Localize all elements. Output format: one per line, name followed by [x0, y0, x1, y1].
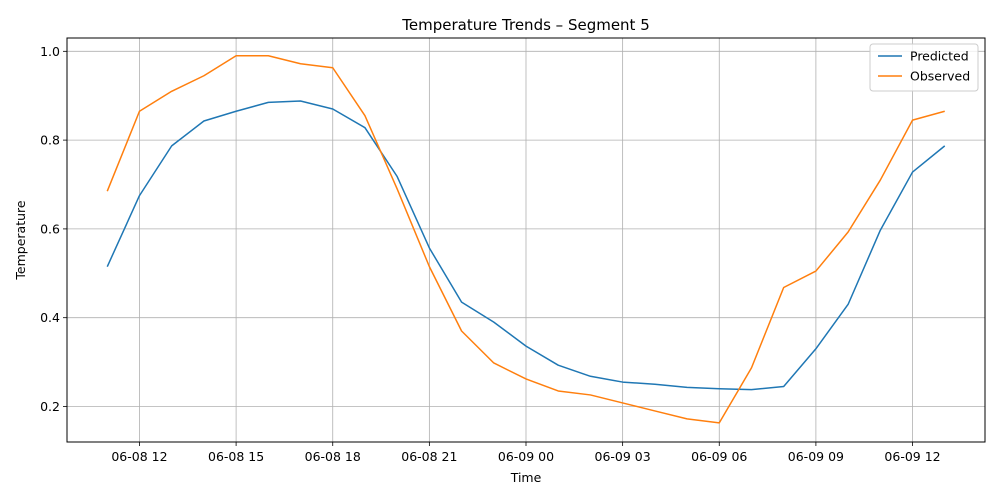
y-tick-label: 0.4: [40, 310, 60, 325]
x-axis: 06-08 12 06-08 15 06-08 18 06-08 21 06-09 00…: [111, 442, 941, 464]
x-tick-label: 06-09 03: [595, 449, 651, 464]
y-axis-label: Temperature: [13, 200, 28, 280]
x-tick-label: 06-09 00: [498, 449, 554, 464]
y-tick-label: 0.6: [40, 221, 60, 236]
x-tick-label: 06-09 09: [788, 449, 844, 464]
legend: Predicted Observed: [869, 43, 979, 92]
y-tick-label: 1.0: [40, 44, 60, 59]
y-tick-label: 0.2: [40, 399, 60, 414]
x-axis-label: Time: [510, 470, 542, 485]
x-tick-label: 06-08 18: [305, 449, 361, 464]
y-axis: 0.2 0.4 0.6 0.8 1.0: [40, 44, 67, 414]
x-tick-label: 06-09 06: [691, 449, 747, 464]
x-tick-label: 06-08 21: [401, 449, 457, 464]
x-tick-label: 06-08 12: [111, 449, 167, 464]
chart-title: Temperature Trends – Segment 5: [401, 16, 650, 34]
legend-label-observed: Observed: [910, 69, 970, 84]
series-line-predicted: [106, 100, 946, 391]
y-tick-label: 0.8: [40, 133, 60, 148]
grid: [67, 38, 985, 442]
legend-label-predicted: Predicted: [910, 49, 969, 64]
series-layer: [106, 55, 946, 424]
x-tick-label: 06-09 12: [884, 449, 940, 464]
series-line-observed: [106, 55, 945, 424]
x-tick-label: 06-08 15: [208, 449, 264, 464]
